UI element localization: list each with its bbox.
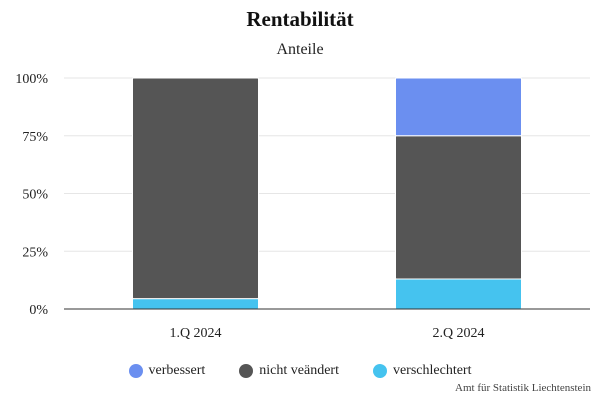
legend-marker [239,364,254,378]
y-tick-label: 100% [15,72,48,87]
chart-legend: verbessert nicht veändert verschlechtert [0,360,600,382]
legend-item[interactable]: verbessert [128,363,206,379]
bar-segment [395,135,522,280]
legend-item[interactable]: verschlechtert [372,363,472,379]
y-tick-label: 75% [22,130,48,145]
credits-text[interactable]: Amt für Statistik Liechtenstein [455,382,591,394]
bar-segment [395,77,522,137]
y-tick-label: 25% [22,245,48,260]
y-tick-label: 0% [29,303,48,318]
x-tick-label: 1.Q 2024 [169,326,221,341]
y-tick-label: 50% [22,188,48,203]
legend-label: nicht veändert [259,363,339,378]
x-tick-label: 2.Q 2024 [432,326,484,341]
chart-title: Rentabilität [246,7,354,31]
bar-segment [132,77,259,300]
legend-marker [128,364,143,378]
legend-label: verschlechtert [392,363,472,378]
legend-item[interactable]: nicht veändert [239,363,339,379]
bar-segment [395,278,522,310]
chart-subtitle: Anteile [276,41,324,58]
bar-segment [132,298,259,310]
legend-label: verbessert [148,363,206,378]
legend-marker [372,364,387,378]
